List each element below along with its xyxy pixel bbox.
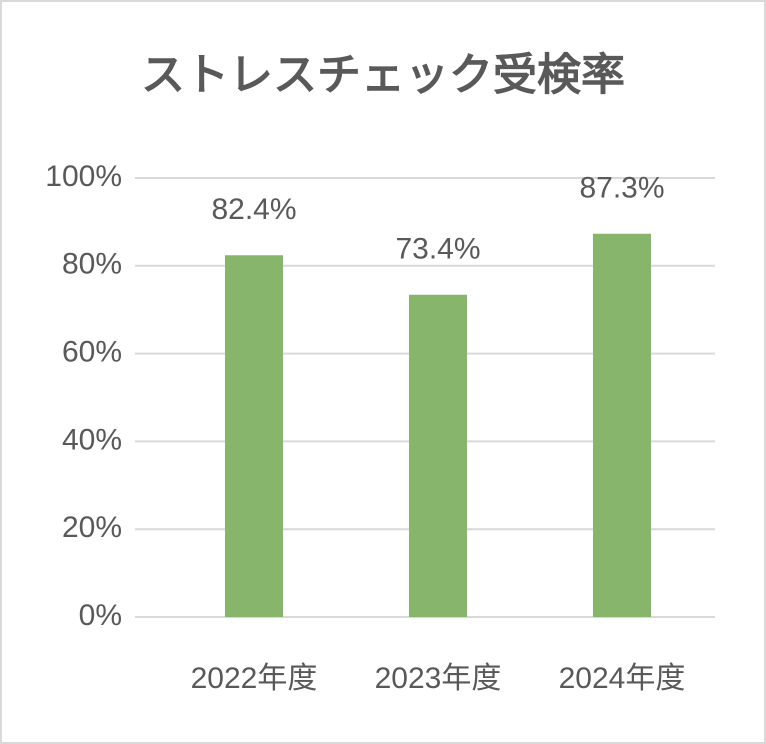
bar — [225, 255, 283, 618]
x-tick-label: 2023年度 — [375, 662, 502, 695]
y-tick-label: 100% — [45, 160, 122, 193]
x-tick-label: 2022年度 — [191, 662, 318, 695]
chart-title: ストレスチェック受検率 — [141, 51, 625, 100]
value-label: 82.4% — [211, 193, 296, 226]
value-label: 87.3% — [579, 172, 664, 205]
y-tick-label: 60% — [62, 336, 122, 369]
y-tick-label: 40% — [62, 423, 122, 456]
y-tick-label: 20% — [62, 511, 122, 544]
bar — [593, 233, 651, 618]
y-tick-label: 0% — [79, 599, 122, 632]
value-label: 73.4% — [395, 233, 480, 266]
x-tick-label: 2024年度 — [559, 662, 686, 695]
y-tick-label: 80% — [62, 248, 122, 281]
bar — [409, 294, 467, 617]
